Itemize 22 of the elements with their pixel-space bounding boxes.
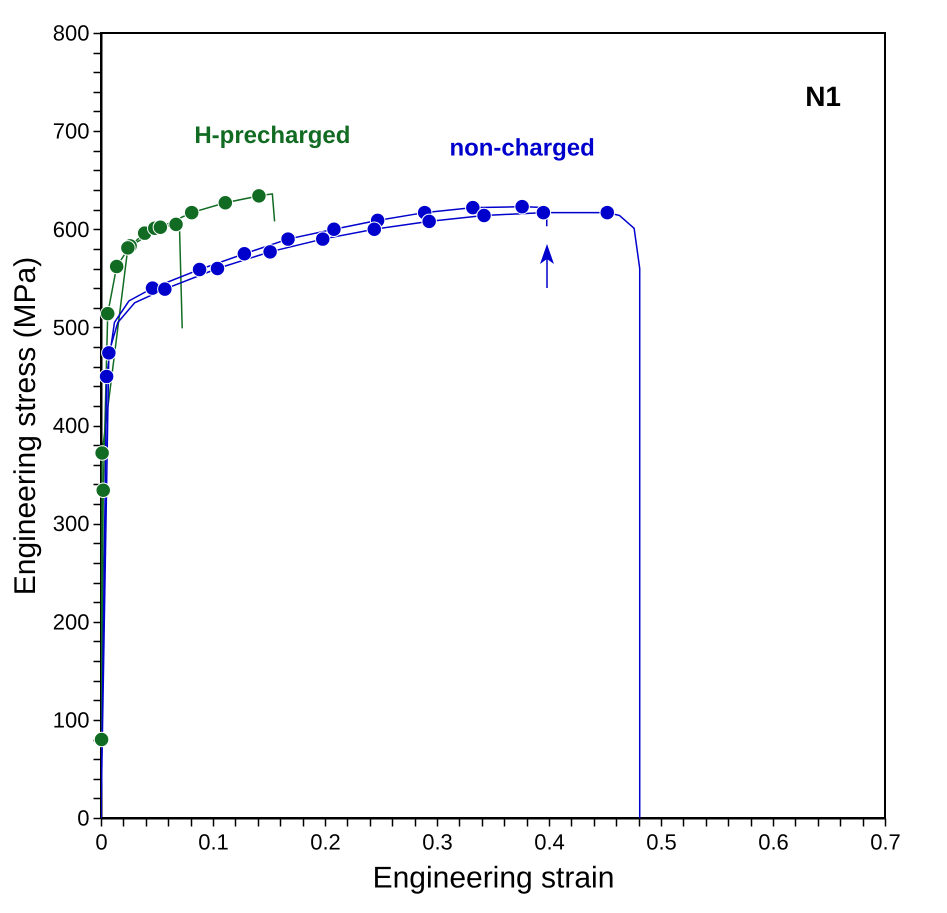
annotation: N1	[805, 81, 841, 112]
y-tick-label: 300	[52, 511, 90, 536]
y-tick-label: 700	[52, 118, 90, 144]
text: non-charged	[449, 134, 595, 162]
x-tick-label: 0.4	[534, 830, 565, 854]
x-axis-title: Engineering strain	[372, 862, 614, 894]
x-tick-label: 0.1	[198, 830, 229, 854]
x-tick-label: 0.3	[422, 830, 453, 854]
y-tick-label: 500	[52, 314, 90, 340]
x-tick-label: 0.7	[870, 830, 901, 854]
y-tick-label: 800	[52, 20, 90, 46]
y-axis-title: Engineering stress (MPa)	[8, 256, 42, 596]
x-tick-label: 0.2	[310, 830, 341, 854]
y-tick-label: 600	[52, 216, 90, 242]
x-tick-label: 0.5	[646, 830, 677, 854]
y-tick-label: 200	[52, 609, 90, 634]
y-tick-label: 0	[77, 806, 90, 830]
x-tick-label: 0	[95, 830, 108, 854]
y-tick-label: 100	[52, 707, 90, 732]
text: H-precharged	[194, 122, 350, 149]
x-tick-label: 0.6	[758, 830, 789, 854]
y-tick-label: 400	[52, 413, 90, 438]
